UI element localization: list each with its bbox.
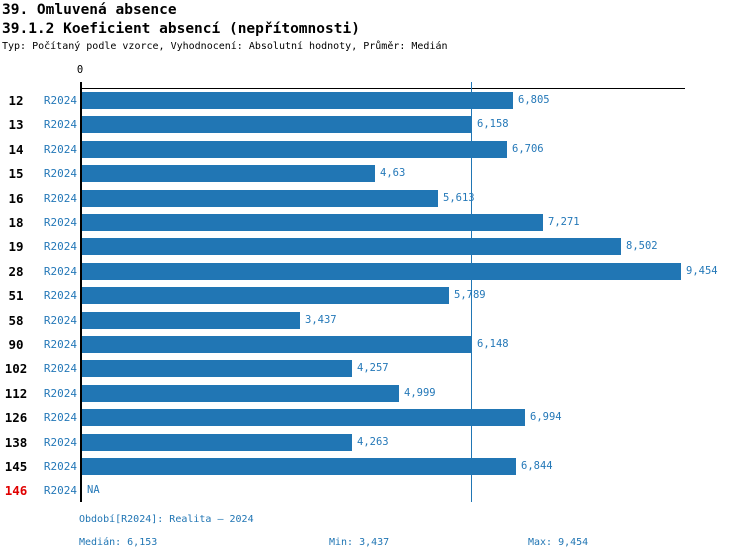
chart-row-16: 16 R2024 5,613 xyxy=(0,190,750,207)
chart-row-146: 146 R2024 NA xyxy=(0,482,750,499)
value-label: 4,999 xyxy=(404,387,436,399)
bar xyxy=(82,458,516,475)
series-label: R2024 xyxy=(43,387,77,400)
series-label: R2024 xyxy=(43,362,77,375)
category-label: 102 xyxy=(4,361,28,376)
y-axis-line xyxy=(80,88,82,502)
bar xyxy=(82,116,472,133)
bar xyxy=(82,287,449,304)
footer-median: Medián: 6,153 xyxy=(79,537,158,548)
report-title: 39. Omluvená absence xyxy=(2,2,177,18)
value-label: 3,437 xyxy=(305,314,337,326)
footer-period: Období[R2024]: Realita – 2024 xyxy=(79,514,254,525)
category-label: 16 xyxy=(8,191,24,206)
bar xyxy=(82,190,438,207)
bar xyxy=(82,141,507,158)
category-label: 15 xyxy=(8,166,24,181)
chart-row-51: 51 R2024 5,789 xyxy=(0,287,750,304)
bar xyxy=(82,409,525,426)
value-label: 6,158 xyxy=(477,118,509,130)
chart-row-112: 112 R2024 4,999 xyxy=(0,385,750,402)
chart-row-102: 102 R2024 4,257 xyxy=(0,360,750,377)
chart-row-14: 14 R2024 6,706 xyxy=(0,141,750,158)
series-label: R2024 xyxy=(43,314,77,327)
value-label: 6,706 xyxy=(512,143,544,155)
chart-row-19: 19 R2024 8,502 xyxy=(0,238,750,255)
value-label: 4,63 xyxy=(380,167,406,179)
chart-row-145: 145 R2024 6,844 xyxy=(0,458,750,475)
value-label: 4,263 xyxy=(357,436,389,448)
bar xyxy=(82,385,399,402)
series-label: R2024 xyxy=(43,143,77,156)
series-label: R2024 xyxy=(43,118,77,131)
series-label: R2024 xyxy=(43,216,77,229)
value-label: 6,844 xyxy=(521,460,553,472)
bar xyxy=(82,336,472,353)
bar xyxy=(82,165,375,182)
indicator-title: 39.1.2 Koeficient absencí (nepřítomnosti… xyxy=(2,21,360,37)
value-label: 8,502 xyxy=(626,240,658,252)
series-label: R2024 xyxy=(43,460,77,473)
category-label: 51 xyxy=(8,288,24,303)
chart-subtitle: Typ: Počítaný podle vzorce, Vyhodnocení:… xyxy=(2,41,448,52)
footer-max: Max: 9,454 xyxy=(528,537,589,548)
value-label: NA xyxy=(87,484,100,496)
bar xyxy=(82,434,352,451)
series-label: R2024 xyxy=(43,167,77,180)
footer-min: Min: 3,437 xyxy=(329,537,390,548)
chart-row-12: 12 R2024 6,805 xyxy=(0,92,750,109)
value-label: 7,271 xyxy=(548,216,580,228)
category-label: 145 xyxy=(4,459,28,474)
category-label: 126 xyxy=(4,410,28,425)
chart-row-126: 126 R2024 6,994 xyxy=(0,409,750,426)
series-label: R2024 xyxy=(43,94,77,107)
category-label: 14 xyxy=(8,142,24,157)
bar xyxy=(82,214,543,231)
chart-row-15: 15 R2024 4,63 xyxy=(0,165,750,182)
x-axis-zero-tick xyxy=(80,82,82,88)
value-label: 4,257 xyxy=(357,362,389,374)
series-label: R2024 xyxy=(43,289,77,302)
series-label: R2024 xyxy=(43,411,77,424)
median-reference-line xyxy=(471,82,472,502)
bar xyxy=(82,238,621,255)
chart-row-18: 18 R2024 7,271 xyxy=(0,214,750,231)
series-label: R2024 xyxy=(43,338,77,351)
bar xyxy=(82,92,513,109)
series-label: R2024 xyxy=(43,192,77,205)
value-label: 5,789 xyxy=(454,289,486,301)
value-label: 6,805 xyxy=(518,94,550,106)
x-axis-zero-tick-label: 0 xyxy=(76,64,84,76)
category-label: 12 xyxy=(8,93,24,108)
value-label: 6,994 xyxy=(530,411,562,423)
category-label: 18 xyxy=(8,215,24,230)
category-label: 112 xyxy=(4,386,28,401)
chart-row-58: 58 R2024 3,437 xyxy=(0,312,750,329)
category-label: 138 xyxy=(4,435,28,450)
bar xyxy=(82,263,681,280)
category-label: 19 xyxy=(8,239,24,254)
category-label: 58 xyxy=(8,313,24,328)
chart-row-90: 90 R2024 6,148 xyxy=(0,336,750,353)
series-label: R2024 xyxy=(43,484,77,497)
bar xyxy=(82,360,352,377)
value-label: 6,148 xyxy=(477,338,509,350)
value-label: 5,613 xyxy=(443,192,475,204)
chart-row-13: 13 R2024 6,158 xyxy=(0,116,750,133)
bar xyxy=(82,312,300,329)
x-axis-line xyxy=(80,88,685,89)
series-label: R2024 xyxy=(43,240,77,253)
series-label: R2024 xyxy=(43,265,77,278)
category-label: 13 xyxy=(8,117,24,132)
series-label: R2024 xyxy=(43,436,77,449)
chart-row-28: 28 R2024 9,454 xyxy=(0,263,750,280)
category-label: 146 xyxy=(4,483,28,498)
chart-row-138: 138 R2024 4,263 xyxy=(0,434,750,451)
category-label: 28 xyxy=(8,264,24,279)
value-label: 9,454 xyxy=(686,265,718,277)
category-label: 90 xyxy=(8,337,24,352)
